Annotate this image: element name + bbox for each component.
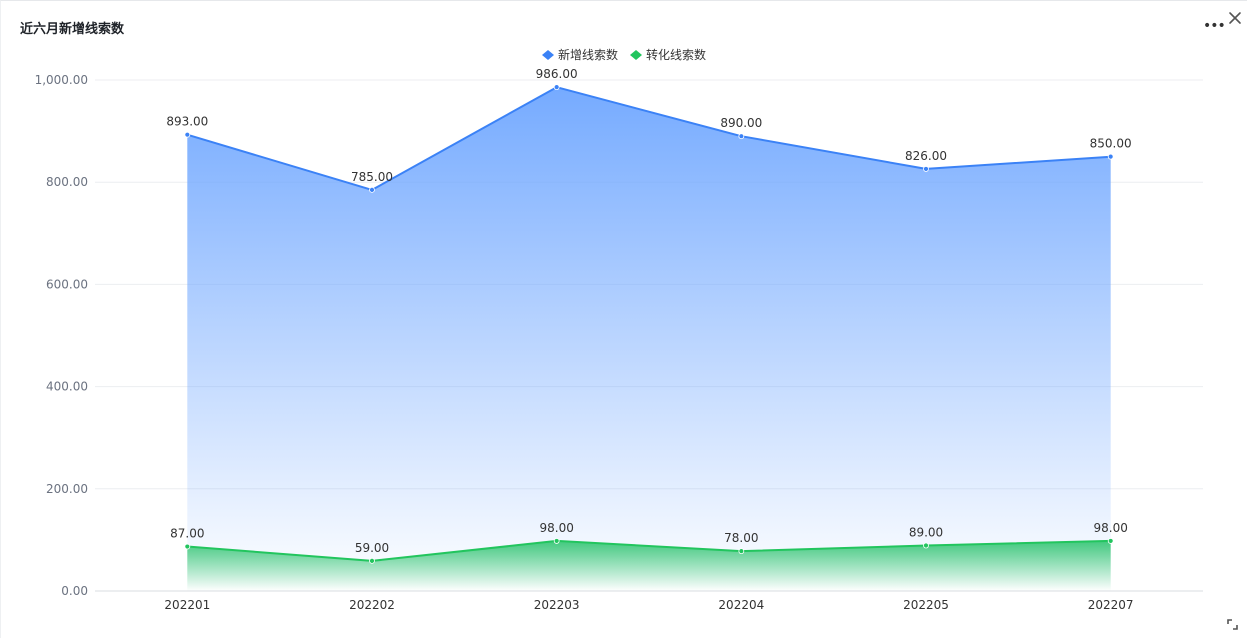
data-point xyxy=(923,542,929,549)
close-icon[interactable] xyxy=(1226,9,1244,27)
data-label: 59.00 xyxy=(355,541,389,555)
chart-title: 近六月新增线索数 xyxy=(20,22,125,37)
expand-icon[interactable] xyxy=(1226,618,1239,631)
legend[interactable]: 新增线索数 转化线索数 xyxy=(542,47,706,62)
x-tick-label: 202202 xyxy=(349,598,395,612)
legend-item-2[interactable]: 转化线索数 xyxy=(630,47,706,62)
data-point xyxy=(1107,153,1114,160)
data-point xyxy=(369,186,375,193)
data-point xyxy=(553,538,560,544)
x-tick-label: 202203 xyxy=(534,598,580,612)
x-tick-label: 202201 xyxy=(164,598,210,612)
data-label: 893.00 xyxy=(166,115,208,129)
y-tick-label: 600.00 xyxy=(46,277,88,291)
legend-label: 新增线索数 xyxy=(558,47,618,62)
data-label: 890.00 xyxy=(720,116,762,130)
legend-label: 转化线索数 xyxy=(646,47,706,62)
data-label: 826.00 xyxy=(905,149,947,163)
data-label: 89.00 xyxy=(909,526,943,540)
data-label: 850.00 xyxy=(1090,137,1132,151)
data-label: 98.00 xyxy=(1093,521,1127,535)
data-point xyxy=(1107,538,1114,544)
series-line-1 xyxy=(187,86,1111,191)
series-line-2 xyxy=(187,539,1111,562)
data-label: 785.00 xyxy=(351,170,393,184)
y-axis: 0.00 200.00 400.00 600.00 800.00 1,000.00 xyxy=(35,73,88,598)
legend-marker-icon xyxy=(542,50,554,60)
legend-item-1[interactable]: 新增线索数 xyxy=(542,47,618,62)
data-point xyxy=(369,557,375,564)
data-label: 986.00 xyxy=(536,67,578,81)
y-tick-label: 0.00 xyxy=(61,584,88,598)
data-labels: 893.00 785.00 986.00 890.00 826.00 850.00 87.0… xyxy=(166,67,1131,555)
series-area-2 xyxy=(187,540,1111,591)
y-tick-label: 800.00 xyxy=(46,175,88,189)
y-tick-label: 1,000.00 xyxy=(35,73,88,87)
data-point xyxy=(923,166,929,172)
x-tick-label: 202204 xyxy=(718,598,764,612)
legend-marker-icon xyxy=(630,50,642,60)
data-point xyxy=(184,543,191,550)
data-label: 98.00 xyxy=(539,521,573,535)
data-point xyxy=(184,131,191,138)
data-point xyxy=(738,548,745,555)
data-point xyxy=(738,133,745,140)
data-label: 78.00 xyxy=(724,531,758,545)
x-tick-label: 202205 xyxy=(903,598,949,612)
series-layer xyxy=(184,84,1114,591)
data-label: 87.00 xyxy=(170,527,204,541)
series-area-1 xyxy=(187,87,1111,591)
y-tick-label: 400.00 xyxy=(46,380,88,394)
x-axis: 202201 202202 202203 202204 202205 202207 xyxy=(164,598,1133,612)
y-tick-label: 200.00 xyxy=(46,482,88,496)
x-tick-label: 202207 xyxy=(1088,598,1134,612)
data-point xyxy=(553,84,560,91)
